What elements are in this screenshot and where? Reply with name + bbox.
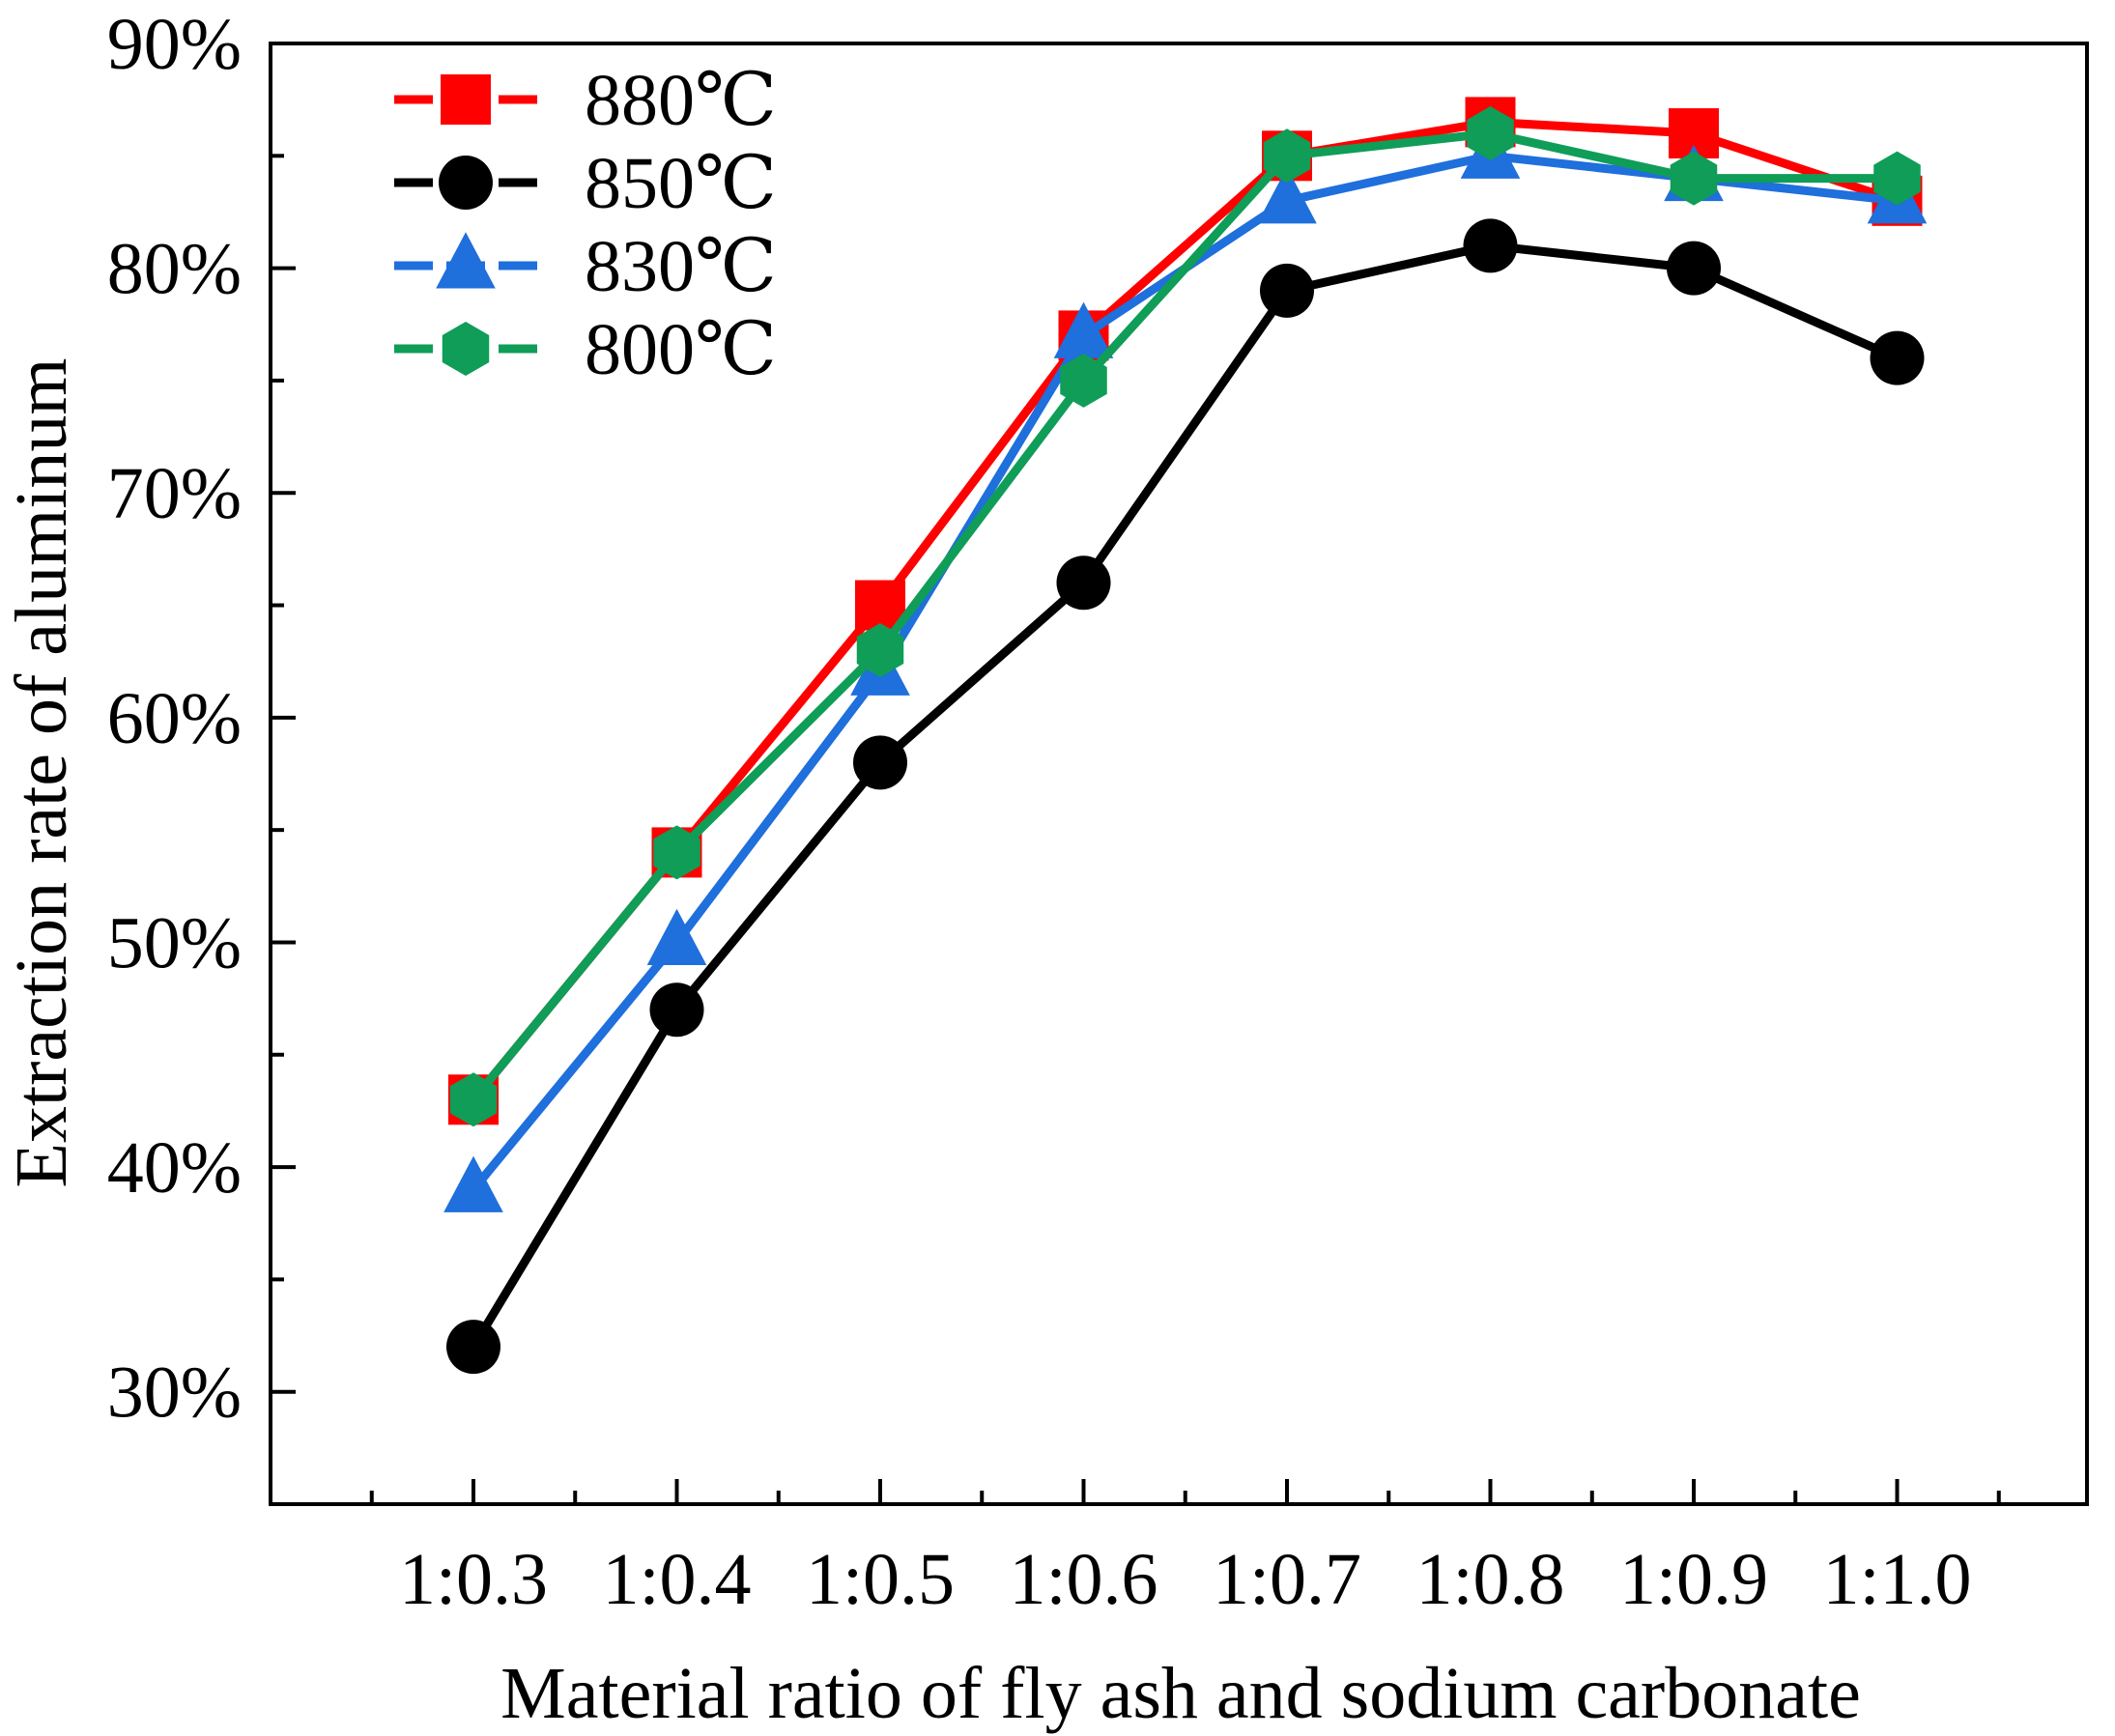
data-point	[649, 982, 704, 1038]
y-tick-label: 30%	[107, 1352, 242, 1434]
data-point	[856, 623, 904, 678]
series-hexagon	[449, 106, 1921, 1127]
legend-item: 850℃	[388, 143, 777, 224]
series-circle	[446, 218, 1925, 1375]
series-line	[470, 241, 1900, 1350]
legend-label: 830℃	[585, 226, 777, 307]
legend-label: 880℃	[585, 60, 777, 141]
series-line	[470, 117, 1899, 1103]
legend-marker	[442, 322, 490, 376]
data-point	[1263, 128, 1311, 184]
x-tick-label: 1:0.4	[602, 1539, 751, 1620]
y-tick-label: 90%	[107, 4, 242, 85]
plot-area-frame	[269, 42, 2089, 1506]
data-point	[1870, 330, 1925, 385]
x-tick-label: 1:0.7	[1213, 1539, 1361, 1620]
data-point	[653, 825, 700, 880]
legend-marker	[441, 74, 491, 125]
y-tick-label: 50%	[107, 902, 242, 983]
legend-item: 880℃	[388, 60, 777, 141]
x-tick-label: 1:0.3	[399, 1539, 548, 1620]
legend-label: 850℃	[585, 143, 777, 224]
data-point	[449, 1072, 498, 1127]
y-tick-label: 40%	[107, 1127, 242, 1209]
series-line	[470, 128, 1898, 1103]
y-tick-label: 70%	[107, 453, 242, 534]
legend-label: 800℃	[585, 309, 777, 390]
x-tick-label: 1:1.0	[1822, 1539, 1971, 1620]
x-tick-label: 1:0.8	[1415, 1539, 1564, 1620]
x-tick-label: 1:0.6	[1009, 1539, 1158, 1620]
data-point	[1667, 241, 1721, 296]
data-point	[1056, 555, 1111, 611]
data-point	[646, 908, 707, 965]
legend-marker	[436, 232, 496, 289]
data-point	[1873, 151, 1921, 206]
data-point	[443, 1155, 503, 1212]
data-point	[1670, 151, 1718, 206]
legend-item: 830℃	[388, 226, 777, 307]
data-point	[1053, 301, 1114, 358]
x-tick-label: 1:0.5	[806, 1539, 955, 1620]
x-tick-label: 1:0.9	[1619, 1539, 1768, 1620]
data-point	[853, 735, 907, 790]
y-tick-label: 80%	[107, 229, 242, 310]
data-point	[1260, 263, 1314, 318]
legend-marker	[439, 156, 493, 210]
data-point	[1257, 167, 1317, 224]
data-point	[1463, 218, 1518, 273]
data-point	[446, 1320, 500, 1375]
y-axis-title: Extraction rate of aluminum	[1, 358, 82, 1188]
series-layer	[443, 97, 1928, 1375]
y-tick-label: 60%	[107, 678, 242, 759]
x-axis-title: Material ratio of fly ash and sodium car…	[500, 1653, 1861, 1734]
data-point	[1467, 106, 1514, 161]
axis-ticks: 1:0.3 1:0.4 1:0.5 1:0.6 1:0.7 1:0.8 1:0.9 1:1.0…	[107, 4, 2001, 1620]
data-point	[1060, 353, 1107, 408]
legend-item: 800℃	[388, 309, 777, 390]
